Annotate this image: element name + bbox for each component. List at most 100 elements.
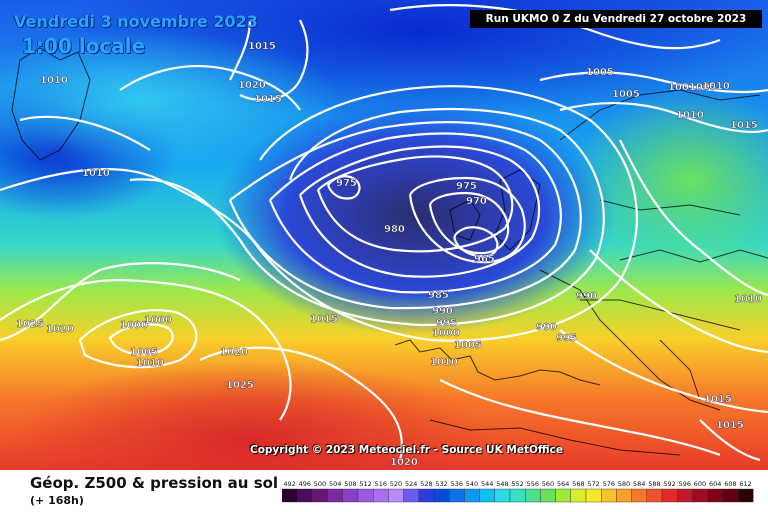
legend-tick-label: 512	[359, 480, 371, 488]
legend-tick-label: 500	[314, 480, 326, 488]
legend-color-swatch	[646, 488, 663, 503]
legend-color-swatch	[418, 488, 435, 503]
legend-color-swatch	[433, 488, 450, 503]
isobar-label: 1010	[702, 81, 730, 92]
legend-tick-label: 596	[679, 480, 691, 488]
legend-tick-label: 608	[724, 480, 736, 488]
legend-tick-label: 552	[511, 480, 523, 488]
isobar-label: 1015	[730, 120, 758, 131]
isobar-label: 1005	[454, 340, 482, 351]
isobar-label: 1020	[46, 324, 74, 335]
legend-color-swatch	[737, 488, 754, 503]
legend-tick-label: 496	[299, 480, 311, 488]
isobar-label: 995	[556, 333, 577, 344]
legend-color-swatch	[372, 488, 389, 503]
isobar-label: 985	[428, 290, 449, 301]
legend-color-swatch	[555, 488, 572, 503]
legend-color-swatch	[661, 488, 678, 503]
isobars	[0, 4, 768, 462]
legend-tick-label: 536	[451, 480, 463, 488]
isobar-label: 1020	[220, 347, 248, 358]
legend-color-swatch	[524, 488, 541, 503]
isobar-label: 1010	[430, 357, 458, 368]
legend-color-swatch	[448, 488, 465, 503]
forecast-time: 1:00 locale	[22, 34, 146, 58]
isobar-label: 1015	[248, 41, 276, 52]
legend-color-swatch	[509, 488, 526, 503]
forecast-date: Vendredi 3 novembre 2023	[14, 12, 258, 31]
legend-color-swatch	[494, 488, 511, 503]
isobar-label: 1015	[704, 394, 732, 405]
forecast-range: (+ 168h)	[30, 494, 84, 507]
legend-color-swatch	[327, 488, 343, 503]
isobar-label: 1010	[136, 358, 164, 369]
legend-color-swatch	[722, 488, 739, 503]
legend-color-swatch	[585, 488, 602, 503]
legend-tick-label: 584	[633, 480, 645, 488]
model-run-banner: Run UKMO 0 Z du Vendredi 27 octobre 2023	[470, 10, 762, 28]
legend-tick-label: 548	[496, 480, 508, 488]
isobar-label: 1025	[226, 380, 254, 391]
legend-tick-label: 556	[527, 480, 539, 488]
isobar-label: 1015	[254, 94, 282, 105]
isobar-label: 990	[432, 306, 453, 317]
legend-tick-label: 508	[344, 480, 356, 488]
isobar-label: 1001005	[668, 82, 717, 93]
isobar-label: 1020	[238, 80, 266, 91]
isobar-label: 975	[336, 178, 357, 189]
legend-tick-label: 580	[618, 480, 630, 488]
copyright-notice: Copyright © 2023 Meteociel.fr - Source U…	[250, 444, 563, 456]
isobar-label: 1005	[130, 347, 158, 358]
isobar-label: 1000	[432, 328, 460, 339]
legend-tick-label: 564	[557, 480, 569, 488]
legend-color-swatch	[357, 488, 374, 503]
legend-color-swatch	[616, 488, 632, 503]
south-red-zone	[10, 360, 490, 470]
legend-color-swatch	[282, 488, 298, 503]
legend-color-swatch	[388, 488, 404, 503]
legend-color-swatch	[601, 488, 617, 503]
cyan-zone-west	[0, 30, 340, 170]
legend-color-swatch	[403, 488, 419, 503]
isobar-label: 1010	[82, 168, 110, 179]
legend-tick-label: 604	[709, 480, 721, 488]
legend-tick-label: 516	[375, 480, 387, 488]
legend-tick-label: 540	[466, 480, 478, 488]
legend-color-swatch	[631, 488, 648, 503]
legend-color-swatch	[479, 488, 496, 503]
legend-color-swatch	[342, 488, 359, 503]
legend-color-swatch	[692, 488, 708, 503]
isobar-label: 1015	[310, 314, 338, 325]
isobar-label: 970	[466, 196, 487, 207]
isobar-label: 990	[576, 291, 597, 302]
isobar-label: 1000	[144, 315, 172, 326]
map-title: Géop. Z500 & pression au sol	[30, 474, 279, 492]
isobar-label: 995	[436, 318, 457, 329]
weather-map: 1015 1010 1020 1015 1005 1010 1010 1005 1001005 1…	[0, 0, 768, 470]
legend-tick-label: 524	[405, 480, 417, 488]
legend-tick-label: 520	[390, 480, 402, 488]
legend-tick-label: 560	[542, 480, 554, 488]
isobar-label: 975	[456, 181, 477, 192]
isobar-label: 1015	[716, 420, 744, 431]
isobar-label: 980	[384, 224, 405, 235]
legend-tick-label: 600	[694, 480, 706, 488]
legend-color-swatch	[312, 488, 328, 503]
legend-color-swatch	[677, 488, 693, 503]
isobar-label: 1005	[586, 67, 614, 78]
legend-color-swatch	[464, 488, 480, 503]
legend-tick-label: 492	[283, 480, 295, 488]
legend-tick-label: 504	[329, 480, 341, 488]
isobar-label: 1010	[734, 294, 762, 305]
isobar-label: 1025	[16, 319, 44, 330]
legend-color-swatch	[296, 488, 313, 503]
isobar-label: 965	[474, 254, 495, 265]
legend-tick-label: 588	[648, 480, 660, 488]
legend-tick-label: 612	[739, 480, 751, 488]
green-zone-east	[570, 90, 768, 270]
map-footer: Géop. Z500 & pression au sol (+ 168h) 49…	[0, 470, 768, 512]
legend-tick-label: 528	[420, 480, 432, 488]
